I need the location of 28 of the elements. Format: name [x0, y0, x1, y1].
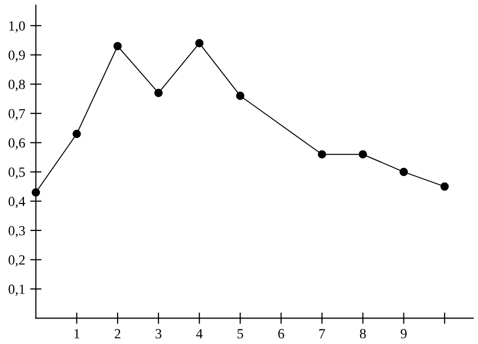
point: [195, 39, 204, 48]
x-tick-label: 4: [196, 329, 203, 338]
point: [154, 88, 163, 98]
x-tick-label: 3: [156, 329, 162, 338]
x-tick-label: 8: [360, 329, 366, 338]
x-tick-label: 2: [114, 329, 120, 338]
y-tick-label: 0,4: [8, 196, 26, 208]
y-tick-label: 1,0: [9, 21, 25, 33]
x-tick-label: 1: [74, 329, 80, 338]
point: [113, 42, 122, 50]
point: [400, 168, 408, 176]
point: [440, 182, 449, 191]
x-tick-label: 6: [278, 329, 284, 338]
x-tick-label: 7: [319, 329, 326, 338]
y-tick-label: 0,3: [8, 226, 25, 238]
point: [236, 92, 244, 100]
y-tick-label: 0,2: [8, 255, 25, 267]
x-tick-label: 5: [238, 329, 244, 338]
y-tick-label: 0,6: [8, 138, 26, 150]
point: [72, 130, 81, 138]
point: [318, 150, 326, 159]
y-tick-label: 0,5: [8, 168, 25, 179]
y-tick-label: 0,1: [8, 284, 25, 296]
x-tick-label: 9: [400, 329, 407, 338]
y-tick-label: 0,8: [8, 80, 25, 92]
y-tick-label: 0,9: [8, 50, 25, 62]
y-tick-label: 0,7: [8, 108, 26, 120]
point: [358, 150, 368, 159]
